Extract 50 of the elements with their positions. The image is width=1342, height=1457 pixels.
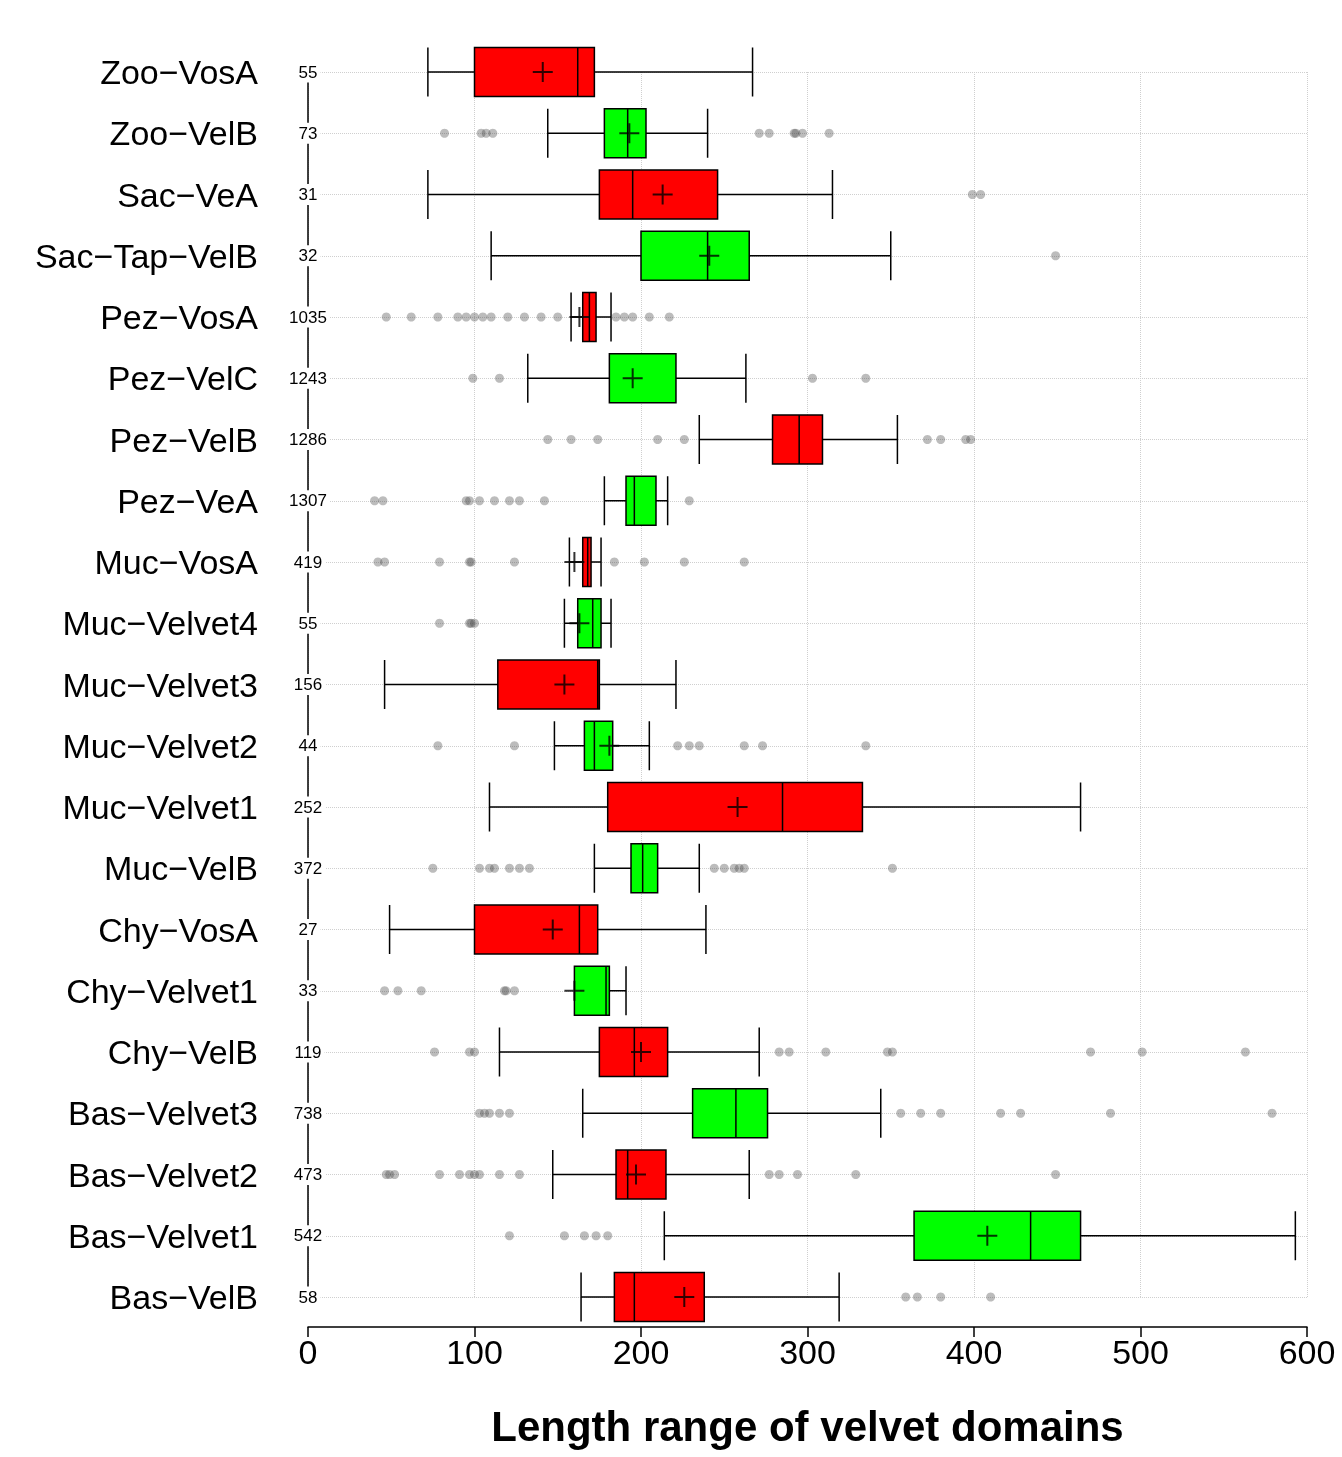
- annotation: 156: [293, 675, 323, 694]
- y-tick-label: Muc−Velvet4: [62, 604, 258, 643]
- x-tick-label: 600: [1278, 1333, 1336, 1371]
- y-tick-label: Chy−VelB: [107, 1033, 258, 1071]
- annotation: 372: [293, 858, 323, 878]
- annotation: 73: [298, 123, 318, 143]
- x-tick-label: 0: [298, 1333, 318, 1371]
- y-tick-label: Bas−Velvet2: [68, 1155, 258, 1194]
- x-tick-label: 300: [779, 1333, 836, 1371]
- annotation: 1286: [289, 430, 327, 449]
- y-tick-label: Bas−Velvet3: [68, 1094, 258, 1133]
- y-tick-label: Muc−Velvet1: [62, 788, 258, 826]
- y-tick-label: Sac−VeA: [117, 175, 259, 214]
- y-tick-label: Sac−Tap−VelB: [34, 236, 258, 275]
- annotation: 119: [294, 1042, 322, 1062]
- y-tick-label: Muc−Velvet3: [62, 665, 258, 704]
- annotation: 55: [298, 613, 318, 633]
- annotation: 542: [293, 1226, 323, 1246]
- x-tick-label: 100: [446, 1333, 503, 1371]
- y-tick-label: Pez−VelB: [109, 420, 258, 459]
- y-tick-label: Pez−VosA: [100, 298, 259, 336]
- annotation: 33: [298, 981, 318, 1001]
- y-tick-label: Zoo−VelB: [109, 114, 258, 153]
- y-tick-label: Muc−VosA: [94, 543, 259, 581]
- y-tick-label: Pez−VelC: [107, 359, 258, 398]
- y-tick-label: Zoo−VosA: [100, 53, 259, 91]
- x-tick-label: 500: [1112, 1333, 1169, 1371]
- y-tick-label: Bas−Velvet1: [68, 1216, 258, 1255]
- annotation: 55: [298, 62, 318, 82]
- y-tick-label: Muc−VelB: [103, 849, 258, 888]
- annotation: 27: [298, 920, 318, 939]
- annotation: 252: [293, 797, 323, 817]
- annotation: 31: [298, 185, 318, 204]
- annotation: 1307: [289, 491, 327, 511]
- annotation: 1035: [289, 307, 327, 327]
- x-tick-label: 200: [612, 1333, 670, 1371]
- annotation: 419: [293, 552, 323, 572]
- x-axis-title: Length range of velvet domains: [491, 1402, 1124, 1450]
- y-tick-label: Muc−Velvet2: [62, 726, 258, 765]
- annotation: 1243: [289, 368, 327, 388]
- y-tick-label: Chy−Velvet1: [66, 971, 258, 1010]
- annotation: 473: [293, 1165, 323, 1184]
- y-tick-label: Bas−VelB: [109, 1278, 258, 1316]
- y-tick-label: Pez−VeA: [117, 481, 259, 520]
- annotation: 32: [298, 246, 318, 266]
- annotation: 44: [298, 736, 318, 756]
- annotation: 738: [293, 1103, 323, 1123]
- annotation: 58: [298, 1287, 318, 1307]
- x-tick-label: 400: [945, 1333, 1003, 1371]
- y-tick-label: Chy−VosA: [98, 910, 259, 949]
